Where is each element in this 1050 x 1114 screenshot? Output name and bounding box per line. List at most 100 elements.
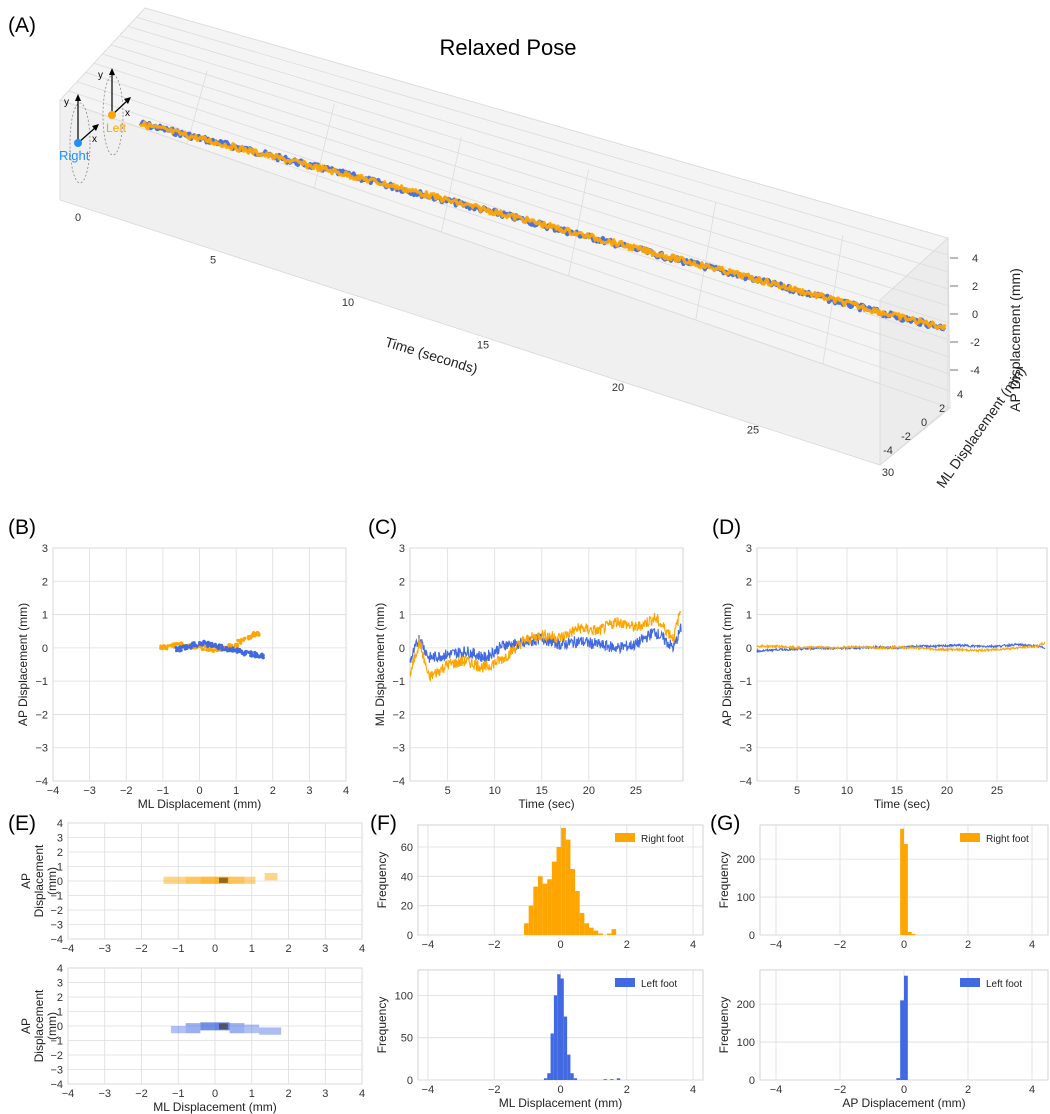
tick-label: 0 xyxy=(972,309,978,321)
x-tick-label: −4 xyxy=(47,785,60,797)
x-axis-label: Time (seconds) xyxy=(383,334,479,377)
y-tick-label: −2 xyxy=(50,905,63,917)
histogram-bar xyxy=(553,995,558,1080)
left-foot-point xyxy=(226,649,230,653)
y-tick-label: 4 xyxy=(57,963,63,975)
y-tick-label: 20 xyxy=(401,901,413,913)
left-foot-point xyxy=(216,646,221,650)
left-label: Left xyxy=(106,121,127,135)
y-tick-label: 100 xyxy=(737,1037,755,1049)
histogram-bar xyxy=(575,891,580,935)
y-tick-label: −4 xyxy=(50,1079,63,1091)
grid-line xyxy=(313,103,335,189)
right-foot-point xyxy=(165,645,169,649)
y-axis-glyph: y xyxy=(98,70,103,81)
y-tick-label: −3 xyxy=(35,743,48,755)
x-tick-label: 25 xyxy=(991,785,1003,797)
left-foot-point xyxy=(179,648,183,653)
x-tick-label: 2 xyxy=(285,943,291,955)
heatmap-cell xyxy=(219,877,228,883)
y-tick-label: 200 xyxy=(737,854,755,866)
x-axis-label: AP Displacement (mm) xyxy=(842,1096,965,1110)
y-tick-label: −1 xyxy=(35,676,48,688)
legend-swatch xyxy=(960,833,980,842)
grid-line xyxy=(144,7,949,239)
x-tick-label: 2 xyxy=(624,939,630,951)
legend-label: Left foot xyxy=(641,979,677,990)
histogram-bar xyxy=(573,1078,578,1080)
x-tick-label: 2 xyxy=(270,785,276,797)
x-tick-label: 15 xyxy=(536,785,548,797)
tick-label: 4 xyxy=(972,253,978,265)
x-tick-label: −4 xyxy=(422,939,435,951)
histogram-bar xyxy=(579,913,585,935)
histogram-bar xyxy=(537,876,543,935)
grid-line xyxy=(127,26,949,273)
y-tick-label: 0 xyxy=(749,1075,755,1087)
y-tick-label: 0 xyxy=(749,930,755,942)
x-tick-label: −2 xyxy=(135,1088,148,1100)
grid-line xyxy=(568,169,589,277)
y-tick-label: 100 xyxy=(395,990,413,1002)
histogram-bar xyxy=(616,1078,621,1080)
right-foot-point xyxy=(242,637,246,641)
y-axis-label: AP xyxy=(19,1018,33,1034)
heatmap-cell xyxy=(163,876,186,884)
y-tick-label: 0 xyxy=(746,643,752,655)
chart-title: Relaxed Pose xyxy=(440,35,577,60)
heatmap-cell xyxy=(185,1023,201,1034)
arrow-head xyxy=(75,94,81,101)
y-tick-label: 1 xyxy=(42,610,48,622)
x-tick-label: 1 xyxy=(249,1088,255,1100)
left-foot-point xyxy=(254,652,259,656)
x-axis-glyph: x xyxy=(125,108,130,119)
tick-label: 15 xyxy=(477,340,489,352)
histogram-bar xyxy=(565,839,571,935)
heatmap-cell xyxy=(200,1022,215,1031)
x-tick-label: 10 xyxy=(489,785,501,797)
z-axis-label: AP Displacement (mm) xyxy=(1007,268,1023,412)
x-tick-label: 20 xyxy=(941,785,953,797)
histogram-bar xyxy=(904,975,908,1080)
panel-g-label: (G) xyxy=(710,812,740,835)
x-tick-label: 4 xyxy=(359,1088,365,1100)
left-foot-point xyxy=(174,649,179,653)
x-tick-label: 2 xyxy=(624,1084,630,1096)
x-tick-label: −1 xyxy=(172,1088,185,1100)
right-foot-point xyxy=(229,643,234,647)
x-tick-label: 1 xyxy=(233,785,239,797)
grid-line xyxy=(102,53,950,324)
histogram-bar xyxy=(560,978,564,1080)
y-tick-label: −1 xyxy=(50,1036,63,1048)
histogram-bar xyxy=(611,929,617,935)
heatmap-cell xyxy=(244,876,256,884)
y-tick-label: −1 xyxy=(50,891,63,903)
left-foot-point xyxy=(213,643,217,647)
x-tick-label: −2 xyxy=(488,939,501,951)
x-tick-label: 0 xyxy=(557,939,563,951)
y-tick-label: 0 xyxy=(407,1075,413,1087)
grid-line xyxy=(695,202,717,321)
y-axis-label: Frequency xyxy=(375,997,389,1054)
tick-label: -2 xyxy=(901,431,911,443)
histogram-bar xyxy=(524,923,529,935)
histogram-bar xyxy=(904,843,908,935)
heatmap-cell xyxy=(170,1026,186,1034)
y-tick-label: −1 xyxy=(392,676,405,688)
histogram-bar xyxy=(551,861,557,935)
tick-label: 25 xyxy=(747,425,759,437)
x-tick-label: 3 xyxy=(306,785,312,797)
left-foot-point xyxy=(193,643,197,647)
x-tick-label: 4 xyxy=(690,1084,696,1096)
panel-a-label: (A) xyxy=(8,14,36,37)
panel-f-label: (F) xyxy=(370,812,397,835)
left-foot-point xyxy=(261,653,265,657)
heatmap-left: −4 −3 −2 −1 0 1 2 3 4 4 3 2 1 0 −1 −2 −3 −4 ML Displacemen… xyxy=(19,963,365,1114)
feet-inset: y y x x Right Left xyxy=(59,68,131,184)
x-tick-label: −3 xyxy=(98,943,111,955)
x-tick-label: −1 xyxy=(172,943,185,955)
y-tick-label: 3 xyxy=(746,543,752,555)
x-axis-label: ML Displacement (mm) xyxy=(153,1100,277,1114)
y-tick-label: 0 xyxy=(57,1021,63,1033)
y-tick-label: −2 xyxy=(50,1050,63,1062)
